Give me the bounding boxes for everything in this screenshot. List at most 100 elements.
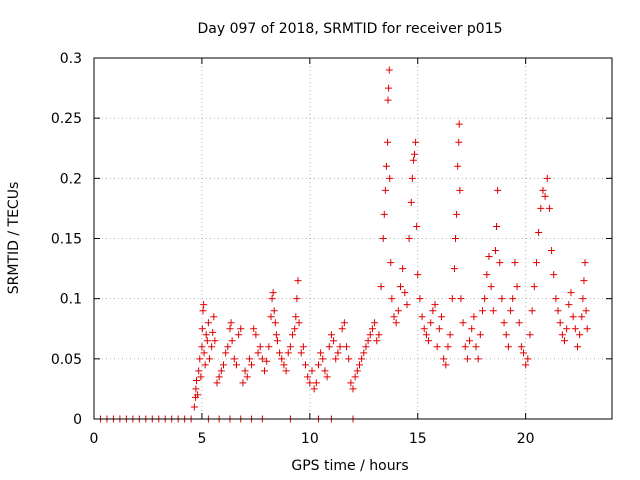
data-point [390,313,398,321]
data-point [399,265,407,273]
data-point [243,373,251,381]
data-point [351,373,359,381]
data-point [292,313,300,321]
data-point [429,307,437,315]
data-point [205,355,213,363]
data-point [552,295,560,303]
data-point [498,295,506,303]
data-point [537,204,545,212]
data-point [511,259,519,267]
data-point [481,295,489,303]
x-tick-label: 10 [301,431,319,447]
data-point [496,259,504,267]
x-tick-label: 5 [197,431,206,447]
data-point [459,319,467,327]
data-point [210,313,218,321]
data-point [387,259,395,267]
data-point [381,186,389,194]
data-point [550,271,558,279]
data-point [271,319,279,327]
data-point [539,186,547,194]
data-point [211,337,219,345]
data-point [340,319,348,327]
data-point [494,186,502,194]
data-point [317,349,325,357]
data-point [332,355,340,363]
data-point [567,289,575,297]
data-point [442,361,450,369]
data-point [278,355,286,363]
data-point [268,295,276,303]
data-point [456,186,464,194]
data-point [308,367,316,375]
data-point [470,313,478,321]
y-tick-labels: 0 0.05 0.1 0.15 0.2 0.25 0.3 [51,51,82,428]
y-tick-label: 0.15 [51,232,82,248]
data-point [270,307,278,315]
data-point [386,174,394,182]
data-point [289,331,297,339]
data-point [548,247,556,255]
data-point [345,355,353,363]
data-point [385,66,393,74]
data-point [543,174,551,182]
data-point [295,319,303,327]
data-point [420,325,428,333]
data-point [513,283,521,291]
data-point [437,313,445,321]
data-point [314,361,322,369]
data-point [563,325,571,333]
y-tick-label: 0.2 [60,171,82,187]
data-point [215,373,223,381]
data-point [580,277,588,285]
data-point [230,355,238,363]
data-point [203,337,211,345]
data-point [489,307,497,315]
data-point [520,349,528,357]
data-point [483,271,491,279]
data-point [195,367,203,375]
data-point [435,325,443,333]
data-point [507,307,515,315]
data-point [198,325,206,333]
data-point [198,343,206,351]
data-point [254,349,262,357]
data-point [297,349,305,357]
data-point [273,337,281,345]
data-point [461,343,469,351]
data-point [416,295,424,303]
data-point [325,343,333,351]
data-point [444,343,452,351]
data-point [272,331,280,339]
data-point [282,367,290,375]
data-point [379,235,387,242]
data-point [384,96,392,104]
data-point [197,373,205,381]
data-point [392,319,400,327]
data-point [401,289,409,297]
data-point [408,174,416,182]
data-point [583,325,591,333]
data-point [200,349,208,357]
data-point [466,337,474,345]
data-point [479,307,486,315]
data-point [532,259,540,267]
data-point [454,162,462,170]
data-point [556,319,564,327]
data-point [302,361,310,369]
data-point [433,343,441,351]
data-point [582,307,590,315]
data-point [265,343,273,351]
data-point [446,331,454,339]
data-point [291,325,299,333]
data-point [468,325,476,333]
data-point [385,84,393,92]
data-point [414,271,422,279]
data-point [526,331,534,339]
data-point [528,307,536,315]
data-point [245,355,253,363]
x-tick-labels: 0 5 10 15 20 [90,431,535,447]
data-point [509,295,517,303]
y-tick-label: 0.1 [60,292,82,308]
data-point [412,138,420,146]
